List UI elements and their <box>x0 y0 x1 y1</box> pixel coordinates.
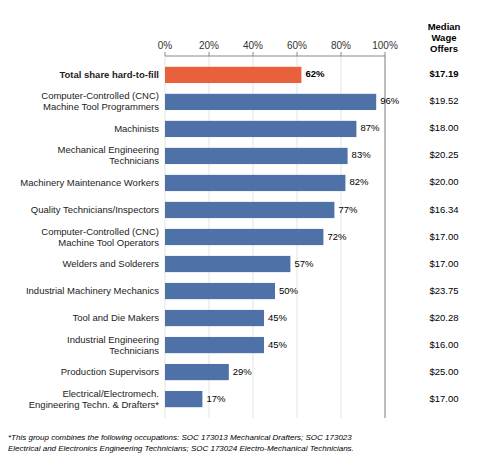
category-label: Machinery Maintenance Workers <box>20 176 159 187</box>
bar <box>165 391 202 407</box>
category-label: Industrial EngineeringTechnicians <box>67 333 159 355</box>
wage-label: $19.52 <box>429 95 458 106</box>
data-label: 82% <box>349 176 369 187</box>
category-label-line: Machine Tool Operators <box>58 236 159 247</box>
bar <box>165 283 275 299</box>
category-label-line: Industrial Engineering <box>67 333 159 344</box>
category-label-line: Technicians <box>109 344 159 355</box>
category-label-line: Computer-Controlled (CNC) <box>41 90 159 101</box>
bar <box>165 175 345 191</box>
category-label: Computer-Controlled (CNC)Machine Tool Pr… <box>41 90 159 112</box>
data-label: 77% <box>338 204 358 215</box>
bar <box>165 148 348 164</box>
bar <box>165 364 229 380</box>
category-label-line: Computer-Controlled (CNC) <box>41 225 159 236</box>
wage-header-line: Wage <box>432 32 457 43</box>
grid-line <box>385 56 386 418</box>
bar <box>165 337 264 353</box>
chart: 0% 20% 40% 60% 80% 100% Electrical/Electromech… <box>0 0 491 467</box>
data-label: 45% <box>268 339 288 350</box>
data-label: 50% <box>279 285 299 296</box>
category-label-line: Total share hard-to-fill <box>59 68 159 79</box>
wage-label: $25.00 <box>429 366 458 377</box>
wage-label: $20.00 <box>429 176 458 187</box>
category-label: Electrical/Electromech.Engineering Techn… <box>29 387 160 409</box>
data-label: 83% <box>352 149 372 160</box>
category-label-line: Production Supervisors <box>61 366 159 377</box>
data-label: 17% <box>206 393 226 404</box>
footnote: *This group combines the following occup… <box>8 433 354 453</box>
bar <box>165 202 334 218</box>
tick <box>209 52 210 56</box>
category-label: Production Supervisors <box>61 366 159 377</box>
wage-label: $16.34 <box>429 204 458 215</box>
tick-label: 40% <box>243 40 263 51</box>
footnote-line: Electrical and Electronics Engineering T… <box>8 444 354 453</box>
data-label: 29% <box>233 366 253 377</box>
range-end-line <box>385 56 386 418</box>
category-label-line: Quality Technicians/Inspectors <box>31 204 159 215</box>
wage-label: $17.00 <box>429 231 458 242</box>
category-label-line: Technicians <box>109 155 159 166</box>
category-label: Quality Technicians/Inspectors <box>31 204 159 215</box>
tick-label: 20% <box>199 40 219 51</box>
tick <box>297 52 298 56</box>
wage-label: $17.19 <box>429 68 458 79</box>
data-label: 96% <box>380 95 400 106</box>
category-label-line: Mechanical Engineering <box>58 144 159 155</box>
tick <box>341 52 342 56</box>
category-label-line: Tool and Die Makers <box>72 312 159 323</box>
bar <box>165 121 356 137</box>
tick-label: 0% <box>158 40 173 51</box>
wage-header-line: Offers <box>430 43 458 54</box>
category-label: Industrial Machinery Mechanics <box>26 285 159 296</box>
wage-label: $16.00 <box>429 339 458 350</box>
wage-label: $20.28 <box>429 312 458 323</box>
wage-label: $18.00 <box>429 122 458 133</box>
category-label-line: Welders and Solderers <box>63 258 160 269</box>
category-label-line: Electrical/Electromech. <box>62 387 159 398</box>
wage-header-line: Median <box>428 21 461 32</box>
wage-label: $17.00 <box>429 393 458 404</box>
category-label-line: Machinists <box>114 122 159 133</box>
category-label: Welders and Solderers <box>63 258 160 269</box>
data-label: 87% <box>360 122 380 133</box>
footnote-line: *This group combines the following occup… <box>8 433 352 442</box>
x-axis-line <box>165 56 385 57</box>
data-label: 57% <box>294 258 314 269</box>
tick-label: 60% <box>287 40 307 51</box>
tick-label: 80% <box>331 40 351 51</box>
wage-label: $20.25 <box>429 149 458 160</box>
tick <box>165 52 166 56</box>
data-label: 72% <box>327 231 347 242</box>
wage-label: $23.75 <box>429 285 458 296</box>
bar <box>165 229 323 245</box>
category-label: Total share hard-to-fill <box>59 68 159 79</box>
category-label-line: Industrial Machinery Mechanics <box>26 285 159 296</box>
tick <box>385 52 386 56</box>
category-label: Tool and Die Makers <box>72 312 159 323</box>
tick <box>253 52 254 56</box>
category-label: Computer-Controlled (CNC)Machine Tool Op… <box>41 225 159 247</box>
bar <box>165 256 290 272</box>
category-label: Machinists <box>114 122 159 133</box>
tick-label: 100% <box>372 40 398 51</box>
bars <box>165 67 376 407</box>
category-label-line: Engineering Techn. & Drafters* <box>29 398 160 409</box>
bar <box>165 310 264 326</box>
wage-header: MedianWageOffers <box>428 21 461 54</box>
bar <box>165 67 301 83</box>
bar <box>165 94 376 110</box>
category-label: Mechanical EngineeringTechnicians <box>58 144 160 166</box>
category-label-line: Machine Tool Programmers <box>43 101 159 112</box>
data-label: 62% <box>305 68 325 79</box>
category-label-line: Machinery Maintenance Workers <box>20 176 159 187</box>
data-label: 45% <box>268 312 288 323</box>
wage-label: $17.00 <box>429 258 458 269</box>
